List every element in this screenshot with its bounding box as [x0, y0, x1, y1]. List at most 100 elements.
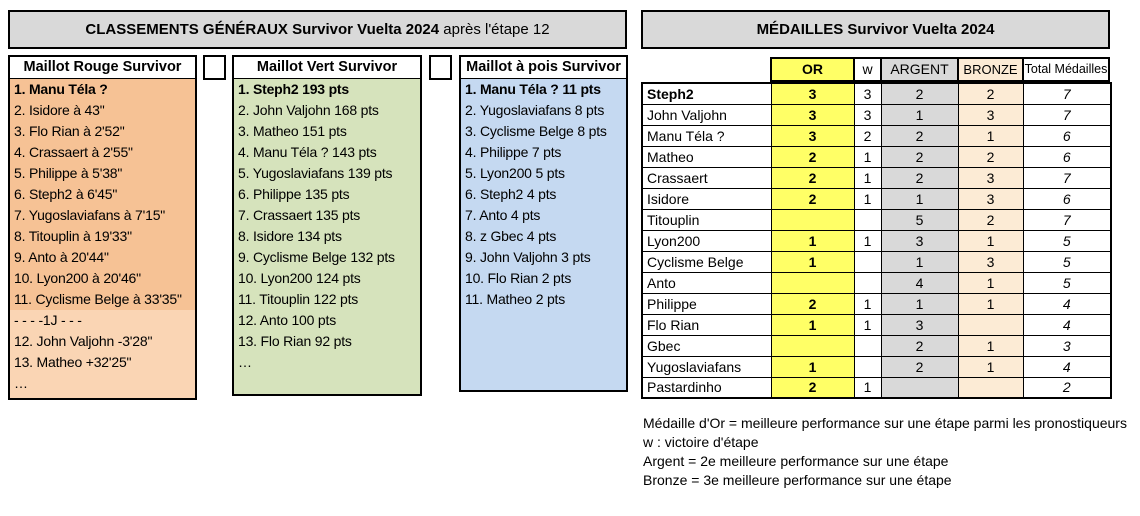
ranking-row: 7. Yugoslaviafans à 7'15" — [10, 205, 195, 226]
ranking-row: 2. Isidore à 43" — [10, 100, 195, 121]
gold-count: 2 — [770, 166, 855, 189]
silver-count: 2 — [880, 145, 959, 168]
total-count: 2 — [1022, 376, 1112, 399]
win-count: 1 — [853, 145, 882, 168]
ranking-row: 5. Lyon200 5 pts — [465, 165, 565, 181]
win-count — [853, 208, 882, 231]
player-name: Isidore — [641, 187, 772, 210]
player-name: Philippe — [641, 292, 772, 315]
player-name: Gbec — [641, 334, 772, 357]
gold-count: 3 — [770, 124, 855, 147]
player-name: Titouplin — [641, 208, 772, 231]
ranking-row: 4. Manu Téla ? 143 pts — [238, 144, 377, 160]
total-count: 4 — [1022, 313, 1112, 336]
win-count — [853, 334, 882, 357]
ranking-row: … — [10, 373, 195, 394]
gold-count: 1 — [770, 229, 855, 252]
gold-count — [770, 334, 855, 357]
silver-count: 1 — [880, 103, 959, 126]
bronze-count: 1 — [957, 271, 1024, 294]
player-name: Pastardinho — [641, 376, 772, 399]
medals-header-row: OR w ARGENT BRONZE Total Médailles — [770, 57, 1110, 82]
silver-count: 1 — [880, 250, 959, 273]
ranking-row: 1. Steph2 193 pts — [238, 81, 349, 97]
ranking-row: 10. Lyon200 à 20'46" — [10, 268, 195, 289]
silver-count: 3 — [880, 313, 959, 336]
ranking-row: 3. Matheo 151 pts — [238, 123, 347, 139]
gold-count: 2 — [770, 292, 855, 315]
ranking-row: 2. Yugoslaviafans 8 pts — [465, 102, 605, 118]
total-count: 5 — [1022, 250, 1112, 273]
player-name: Lyon200 — [641, 229, 772, 252]
ranking-row: 11. Titouplin 122 pts — [238, 291, 359, 307]
maillot-vert-list: 1. Steph2 193 pts 2. John Valjohn 168 pts… — [232, 79, 422, 396]
legend-line: w : victoire d'étape — [643, 434, 759, 450]
table-row: Philippe 2 1 1 1 4 — [641, 292, 1112, 315]
ranking-row: 5. Philippe à 5'38" — [10, 163, 195, 184]
silver-count — [880, 376, 959, 399]
medals-header-bronze: BRONZE — [957, 57, 1022, 82]
silver-count: 2 — [880, 166, 959, 189]
bronze-count: 2 — [957, 208, 1024, 231]
player-name: John Valjohn — [641, 103, 772, 126]
ranking-row: 7. Crassaert 135 pts — [238, 207, 361, 223]
player-name: Flo Rian — [641, 313, 772, 336]
silver-count: 2 — [880, 82, 959, 105]
gold-count: 1 — [770, 355, 855, 378]
total-count: 6 — [1022, 124, 1112, 147]
win-count — [853, 271, 882, 294]
ranking-row: 3. Flo Rian à 2'52" — [10, 121, 195, 142]
table-row: Manu Téla ? 3 2 2 1 6 — [641, 124, 1112, 147]
ranking-row: 1. Manu Téla ? 11 pts — [465, 81, 601, 97]
gold-count: 1 — [770, 250, 855, 273]
ranking-row: 6. Philippe 135 pts — [238, 186, 350, 202]
ranking-row: 7. Anto 4 pts — [465, 207, 541, 223]
player-name: Manu Téla ? — [641, 124, 772, 147]
total-count: 4 — [1022, 292, 1112, 315]
medals-header-or: OR — [770, 57, 853, 82]
ranking-row: 12. Anto 100 pts — [238, 312, 336, 328]
total-count: 7 — [1022, 208, 1112, 231]
total-count: 5 — [1022, 229, 1112, 252]
ranking-row: 5. Yugoslaviafans 139 pts — [238, 165, 393, 181]
medals-header-total: Total Médailles — [1022, 57, 1110, 82]
win-count: 1 — [853, 187, 882, 210]
total-count: 7 — [1022, 166, 1112, 189]
bronze-count — [957, 376, 1024, 399]
win-count: 1 — [853, 166, 882, 189]
ranking-row: 11. Matheo 2 pts — [465, 291, 566, 307]
bronze-count: 1 — [957, 229, 1024, 252]
player-name: Cyclisme Belge — [641, 250, 772, 273]
spacer-cell — [203, 55, 226, 80]
ranking-row: 12. John Valjohn -3'28" — [10, 331, 195, 352]
total-count: 7 — [1022, 103, 1112, 126]
bronze-count: 3 — [957, 250, 1024, 273]
gold-count: 2 — [770, 376, 855, 399]
ranking-row: 10. Flo Rian 2 pts — [465, 270, 572, 286]
legend-line: Bronze = 3e meilleure performance sur un… — [643, 472, 952, 488]
maillot-vert-header: Maillot Vert Survivor — [232, 55, 422, 80]
player-name: Crassaert — [641, 166, 772, 189]
classements-title: CLASSEMENTS GÉNÉRAUX Survivor Vuelta 202… — [8, 10, 627, 49]
ranking-row: 9. John Valjohn 3 pts — [465, 249, 591, 265]
silver-count: 2 — [880, 334, 959, 357]
win-count: 1 — [853, 292, 882, 315]
silver-count: 5 — [880, 208, 959, 231]
bronze-count: 3 — [957, 166, 1024, 189]
maillot-pois-header: Maillot à pois Survivor — [459, 55, 628, 80]
ranking-row: 8. Titouplin à 19'33" — [10, 226, 195, 247]
ranking-row: 6. Steph2 4 pts — [465, 186, 557, 202]
ranking-row: 11. Cyclisme Belge à 33'35" — [10, 289, 195, 310]
table-row: John Valjohn 3 3 1 3 7 — [641, 103, 1112, 126]
silver-count: 2 — [880, 124, 959, 147]
table-row: Lyon200 1 1 3 1 5 — [641, 229, 1112, 252]
gold-count — [770, 271, 855, 294]
bronze-count — [957, 313, 1024, 336]
ranking-row: 9. Cyclisme Belge 132 pts — [238, 249, 395, 265]
win-count: 3 — [853, 103, 882, 126]
ranking-row: 2. John Valjohn 168 pts — [238, 102, 379, 118]
table-row: Titouplin 5 2 7 — [641, 208, 1112, 231]
ranking-row: 8. z Gbec 4 pts — [465, 228, 557, 244]
total-count: 6 — [1022, 145, 1112, 168]
ranking-row: 6. Steph2 à 6'45" — [10, 184, 195, 205]
